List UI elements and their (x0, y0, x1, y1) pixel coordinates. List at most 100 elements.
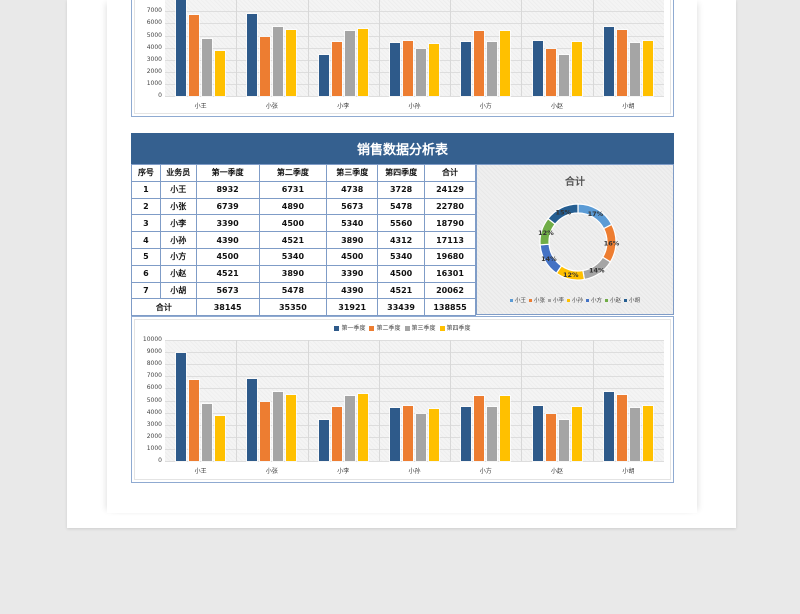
legend-dot-icon (509, 299, 513, 302)
row-salesperson: 小赵 (159, 264, 197, 283)
gridline (165, 71, 664, 73)
gridline (165, 388, 664, 390)
table-row: 7 小胡 5673 5478 4390 4521 20062 (131, 281, 476, 300)
bar (189, 379, 200, 461)
gridline (165, 424, 664, 426)
gridline (165, 35, 664, 37)
bar (474, 31, 485, 96)
total-value: 35350 (258, 298, 328, 317)
x-category-label: 小方 (479, 468, 492, 475)
row-q2: 6731 (258, 180, 328, 199)
bar (642, 41, 653, 96)
bar (176, 0, 187, 96)
total-value: 31921 (326, 298, 379, 317)
bar (571, 406, 582, 461)
legend-label: 小方 (591, 298, 603, 304)
row-q4: 4312 (377, 231, 426, 249)
row-q1: 4521 (195, 264, 260, 283)
row-salesperson: 小方 (159, 247, 197, 266)
quarterly-bar-chart-top: 0 1000 2000 3000 4000 5000 6000 7000 小王 小张 小李 小孙 小方 小… (131, 0, 674, 117)
bar (616, 29, 627, 96)
y-tick-label: 0 (158, 457, 162, 464)
bar (189, 14, 200, 96)
table-total-row: 合计 38145 35350 31921 33439 138855 (131, 298, 476, 317)
chart-legend: 第一季度 第二季度 第三季度 第四季度 (132, 323, 673, 332)
bar (558, 54, 569, 96)
row-q3: 3890 (326, 231, 379, 249)
bar (286, 29, 297, 96)
row-total: 16301 (424, 264, 476, 283)
page-title: 销售数据分析表 (131, 133, 674, 164)
category-divider (236, 0, 238, 96)
bar (532, 406, 543, 461)
header-q2: 第二季度 (258, 164, 328, 182)
bar (603, 392, 614, 461)
category-divider (450, 0, 452, 96)
legend-label: 第三季度 (411, 325, 436, 332)
gridline (165, 11, 664, 13)
donut-title: 合计 (565, 177, 585, 188)
x-category-label: 小胡 (622, 103, 635, 110)
row-q4: 5340 (377, 247, 426, 266)
bar (260, 36, 271, 96)
bar (532, 41, 543, 96)
y-tick-label: 10000 (142, 336, 162, 343)
bar (487, 406, 498, 461)
bar (344, 31, 355, 96)
gridline (165, 352, 664, 354)
bar (318, 54, 329, 96)
bar (545, 48, 556, 96)
bar (603, 27, 614, 96)
x-category-label: 小王 (194, 468, 207, 475)
legend-dot-icon (547, 299, 551, 302)
x-category-label: 小李 (337, 468, 350, 475)
bar (461, 41, 472, 96)
legend-swatch-icon (439, 326, 445, 331)
header-index: 序号 (131, 164, 161, 182)
row-q3: 5340 (326, 214, 379, 233)
category-divider (521, 0, 523, 96)
x-category-label: 小孙 (408, 103, 421, 110)
table-row: 5 小方 4500 5340 4500 5340 19680 (131, 247, 476, 266)
bar (176, 352, 187, 461)
bar (215, 415, 226, 461)
legend-item: 小方 (586, 296, 602, 304)
bar (331, 406, 342, 461)
row-salesperson: 小李 (159, 214, 197, 233)
category-divider (592, 0, 594, 96)
row-q1: 4390 (195, 231, 260, 249)
legend-item: 小张 (528, 296, 545, 304)
row-total: 19680 (424, 247, 476, 266)
row-total: 24129 (424, 180, 476, 199)
legend-dot-icon (605, 299, 609, 302)
gridline (165, 448, 664, 450)
row-q1: 3390 (195, 214, 260, 233)
donut-slice (547, 203, 579, 225)
donut-legend: 小王 小张 小李 小孙 小方 小赵 小胡 (477, 296, 673, 304)
total-value: 33439 (377, 298, 426, 317)
gridline (165, 96, 664, 97)
row-total: 20062 (424, 281, 476, 300)
legend-label: 小孙 (571, 298, 583, 304)
legend-dot-icon (586, 299, 589, 302)
bar (429, 408, 439, 461)
y-tick-label: 3000 (146, 55, 162, 63)
bar (247, 379, 258, 461)
gridline (165, 376, 664, 378)
legend-item: 小王 (509, 296, 526, 304)
table-row: 4 小孙 4390 4521 3890 4312 17113 (131, 231, 476, 249)
bar (629, 407, 640, 461)
table-row: 1 小王 8932 6731 4738 3728 24129 (131, 180, 476, 199)
bar (558, 419, 569, 461)
bar (500, 396, 511, 461)
legend-label: 小张 (533, 298, 545, 304)
bar (642, 406, 653, 461)
legend-item: 第四季度 (439, 323, 471, 332)
total-value: 38145 (195, 298, 260, 317)
row-salesperson: 小张 (159, 197, 197, 216)
donut-percent-label: 17% (588, 210, 604, 218)
header-q1: 第一季度 (195, 164, 260, 182)
bar (202, 403, 213, 461)
row-q4: 3728 (377, 180, 426, 199)
category-divider (592, 340, 594, 461)
